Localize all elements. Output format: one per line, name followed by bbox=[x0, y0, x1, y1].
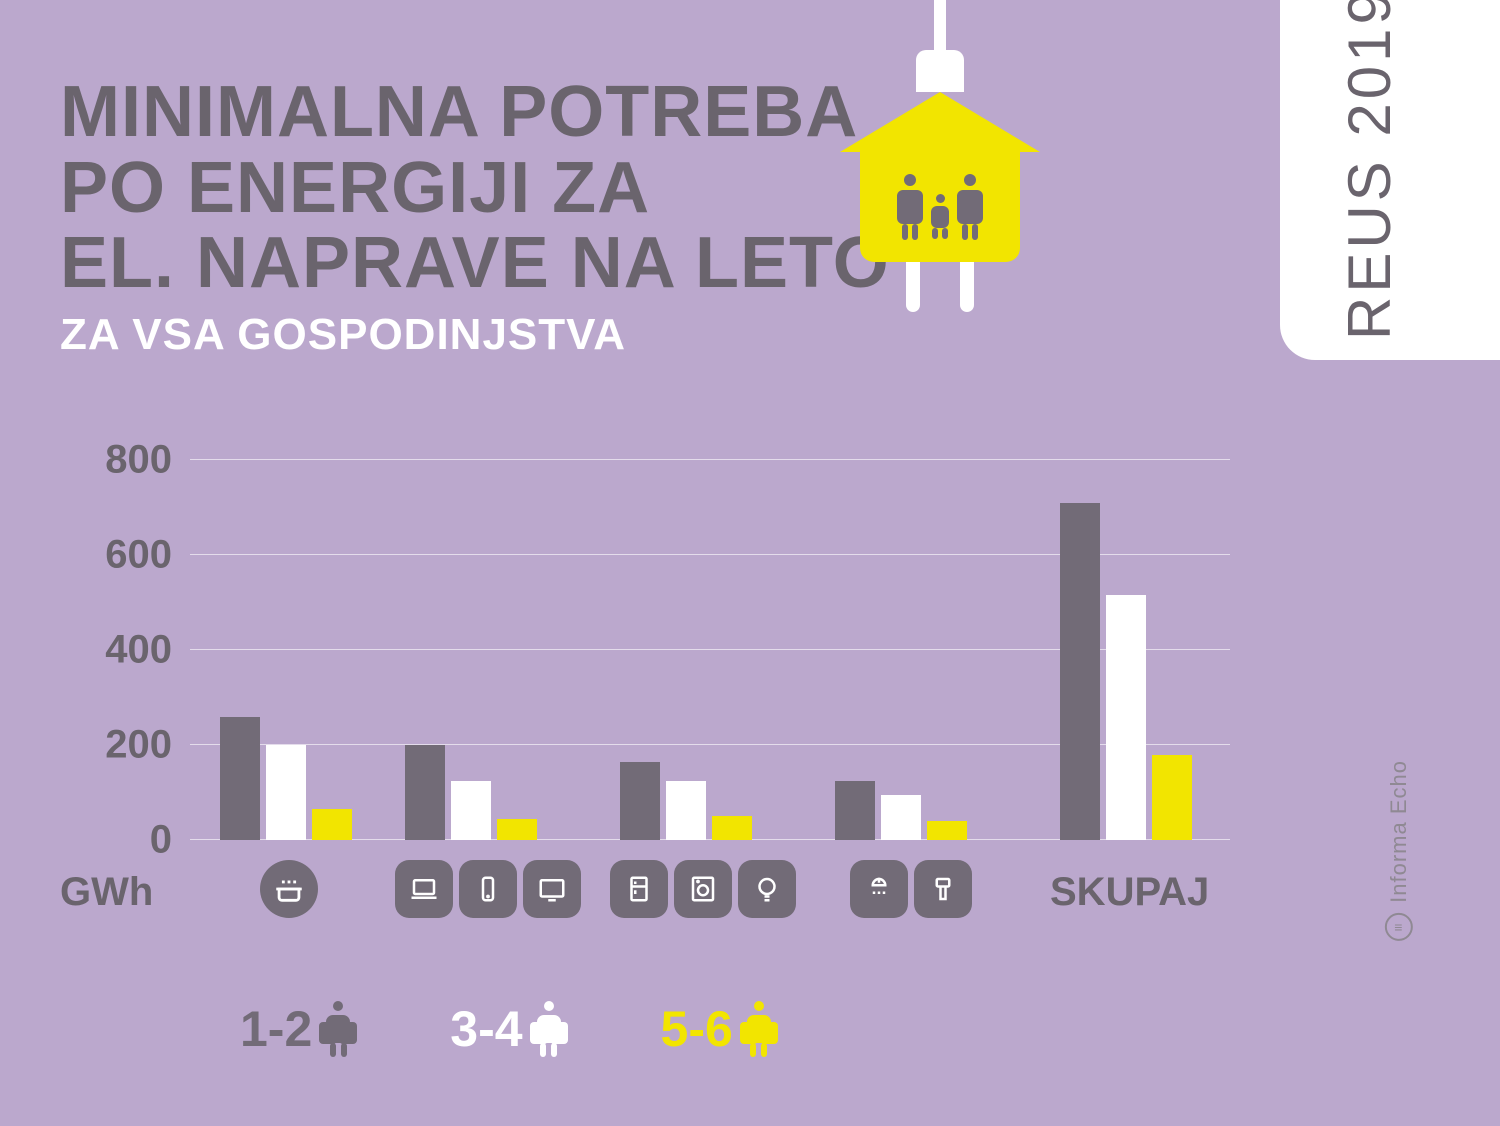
legend: 1-2 3-4 5-6 bbox=[240, 1000, 771, 1058]
plug-top bbox=[916, 50, 964, 92]
y-axis-tick-label: 0 bbox=[150, 818, 190, 863]
person-icon-adult bbox=[957, 174, 983, 240]
razor-icon bbox=[914, 860, 972, 918]
sidebar-brand-panel: REUS 2019 bbox=[1280, 0, 1500, 360]
house-body bbox=[860, 152, 1020, 262]
brand-text: REUS 2019 bbox=[1335, 0, 1404, 340]
title-line-3: EL. NAPRAVE NA LETO bbox=[60, 226, 890, 302]
bar bbox=[1152, 755, 1192, 841]
bar-group-screens bbox=[405, 745, 537, 840]
bar bbox=[405, 745, 445, 840]
pot-icon bbox=[260, 860, 318, 918]
laptop-icon bbox=[395, 860, 453, 918]
bar bbox=[451, 781, 491, 840]
house-shape bbox=[840, 92, 1040, 262]
legend-item: 1-2 bbox=[240, 1000, 350, 1058]
infographic-canvas: MINIMALNA POTREBA PO ENERGIJI ZA EL. NAP… bbox=[0, 0, 1500, 1126]
legend-label: 3-4 bbox=[450, 1000, 522, 1058]
chart: 0200400600800 bbox=[60, 460, 1230, 840]
sidebar-credit-panel: ≡ Informa Echo bbox=[1280, 360, 1500, 1126]
y-axis-tick-label: 600 bbox=[105, 533, 190, 578]
y-axis-tick-label: 400 bbox=[105, 628, 190, 673]
plug-prongs bbox=[810, 262, 1070, 312]
bar-group-appliance bbox=[620, 762, 752, 840]
bar bbox=[620, 762, 660, 840]
person-icon-adult bbox=[897, 174, 923, 240]
bar bbox=[835, 781, 875, 840]
tv-icon bbox=[523, 860, 581, 918]
bar bbox=[1106, 595, 1146, 840]
house-plug-icon bbox=[810, 0, 1070, 312]
person-icon-child bbox=[931, 194, 949, 239]
sidebar: REUS 2019 ≡ Informa Echo bbox=[1280, 0, 1500, 1126]
bar-group-cooking bbox=[220, 717, 352, 841]
brand-name: REUS bbox=[1336, 157, 1403, 340]
phone-icon bbox=[459, 860, 517, 918]
category-total-label: SKUPAJ bbox=[1050, 870, 1209, 915]
y-axis-tick-label: 200 bbox=[105, 723, 190, 768]
brand-year: 2019 bbox=[1336, 0, 1403, 137]
bar bbox=[712, 816, 752, 840]
chart-plot: 0200400600800 bbox=[190, 460, 1230, 840]
credit-label: Informa Echo bbox=[1386, 760, 1412, 903]
person-icon bbox=[537, 1001, 561, 1057]
bar bbox=[220, 717, 260, 841]
fridge-icon bbox=[610, 860, 668, 918]
person-icon bbox=[747, 1001, 771, 1057]
gridline bbox=[190, 459, 1230, 460]
bar-group-total bbox=[1060, 503, 1192, 840]
washer-icon bbox=[674, 860, 732, 918]
legend-item: 5-6 bbox=[661, 1000, 771, 1058]
plug-prong bbox=[960, 262, 974, 312]
bar bbox=[497, 819, 537, 840]
bar bbox=[666, 781, 706, 840]
credit-logo-icon: ≡ bbox=[1385, 913, 1413, 941]
title-line-2: PO ENERGIJI ZA bbox=[60, 151, 890, 227]
bulb-icon bbox=[738, 860, 796, 918]
legend-item: 3-4 bbox=[450, 1000, 560, 1058]
bar bbox=[266, 745, 306, 840]
main-area: MINIMALNA POTREBA PO ENERGIJI ZA EL. NAP… bbox=[0, 0, 1280, 1126]
credit-text: ≡ Informa Echo bbox=[1385, 760, 1413, 941]
y-axis-tick-label: 800 bbox=[105, 438, 190, 483]
plug-prong bbox=[906, 262, 920, 312]
person-icon bbox=[326, 1001, 350, 1057]
title-block: MINIMALNA POTREBA PO ENERGIJI ZA EL. NAP… bbox=[60, 75, 890, 360]
legend-label: 5-6 bbox=[661, 1000, 733, 1058]
legend-label: 1-2 bbox=[240, 1000, 312, 1058]
shower-icon bbox=[850, 860, 908, 918]
bar bbox=[881, 795, 921, 840]
title-subtitle: ZA VSA GOSPODINJSTVA bbox=[60, 310, 890, 360]
bar bbox=[927, 821, 967, 840]
house-roof bbox=[840, 92, 1040, 152]
bar-group-bathroom bbox=[835, 781, 967, 840]
plug-cord bbox=[934, 0, 946, 50]
bar bbox=[312, 809, 352, 840]
title-line-1: MINIMALNA POTREBA bbox=[60, 75, 890, 151]
chart-unit-label: GWh bbox=[60, 870, 153, 915]
bar bbox=[1060, 503, 1100, 840]
